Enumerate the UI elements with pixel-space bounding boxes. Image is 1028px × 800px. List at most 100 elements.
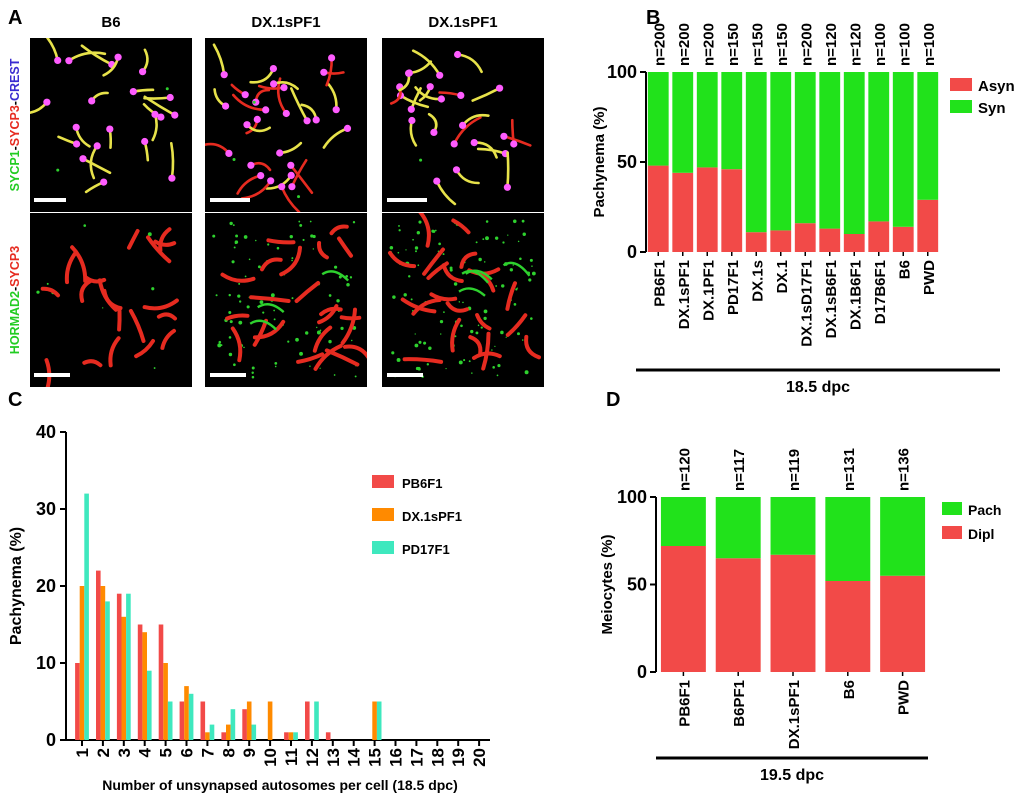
legend-swatch — [942, 526, 962, 539]
chromosome-axis — [451, 218, 471, 235]
micrograph-tile — [30, 213, 192, 387]
speckle — [231, 260, 235, 264]
speckle — [274, 362, 278, 365]
panel-label-a: A — [8, 7, 22, 29]
bar-asyn — [892, 226, 914, 252]
speckle — [251, 371, 254, 374]
speckle — [291, 259, 293, 262]
speckle — [396, 358, 401, 362]
y-axis-label: Pachynema (%) — [591, 107, 608, 218]
category-label: DX.1 — [774, 260, 791, 293]
speckle — [458, 360, 463, 365]
speckle — [291, 297, 294, 300]
centromere-dot — [436, 71, 444, 79]
chromosome-axis — [279, 245, 302, 277]
speckle — [151, 287, 155, 291]
centromere-dot — [151, 110, 159, 118]
x-tick-label: 10 — [261, 748, 280, 767]
speckle — [267, 243, 270, 246]
speckle — [251, 375, 255, 379]
centromere-dot — [303, 117, 311, 125]
n-label: n=200 — [798, 23, 815, 66]
micrograph-tile — [205, 213, 367, 387]
centromere-dot — [262, 106, 270, 114]
speckle — [312, 248, 315, 250]
centromere-dot — [433, 177, 441, 185]
chromosome-axis — [84, 275, 107, 284]
row-label-part: SYCP1 — [8, 150, 22, 191]
speckle — [512, 264, 514, 266]
speckle — [494, 236, 499, 240]
speckle — [492, 366, 495, 369]
chromosome-axis — [128, 309, 146, 343]
centromere-dot — [280, 84, 288, 92]
speckle — [299, 351, 303, 356]
speckle — [218, 340, 222, 344]
bar-pd17f1 — [230, 709, 236, 740]
speckle — [428, 346, 432, 350]
unsynapsed-axis — [257, 303, 285, 313]
chromosome-axis — [158, 227, 172, 253]
centromere-dot — [225, 149, 233, 157]
chromosome-axis — [340, 307, 357, 345]
chromosome-axis — [418, 213, 431, 248]
chromosome-axis — [411, 298, 442, 316]
legend-swatch — [950, 78, 972, 91]
speckle — [524, 370, 529, 375]
bar-pb6f1 — [200, 701, 206, 740]
n-label: n=120 — [847, 23, 864, 66]
category-label: DX.1B6F1 — [847, 260, 864, 330]
chromosome-axis — [402, 357, 444, 364]
speckle — [220, 344, 223, 347]
centromere-dot — [267, 177, 275, 185]
chromosome-axis — [220, 272, 256, 283]
bar-dipl — [715, 558, 761, 672]
chromosome-axis — [153, 239, 177, 247]
centromere-dot — [269, 65, 277, 73]
micrograph-tile — [205, 38, 367, 212]
x-tick-label: 9 — [240, 748, 259, 757]
unsynapsed-axis — [502, 261, 531, 277]
x-tick-label: 4 — [136, 747, 155, 757]
n-label: n=150 — [725, 23, 742, 66]
legend-label: Pach — [968, 502, 1001, 518]
centromere-dot — [450, 140, 458, 148]
speckle — [299, 223, 303, 227]
legend-swatch — [372, 541, 394, 554]
speckle — [497, 364, 501, 368]
speckle — [417, 264, 420, 267]
speckle — [475, 331, 479, 335]
x-axis-label: 18.5 dpc — [786, 379, 850, 396]
x-tick-label: 11 — [282, 748, 301, 766]
speckle — [408, 275, 411, 278]
centromere-dot — [106, 125, 114, 133]
category-label: PWD — [921, 260, 938, 295]
category-label: PB6F1 — [676, 680, 693, 727]
speckle — [302, 238, 305, 241]
chromosome-axis — [505, 281, 517, 311]
x-tick-label: 5 — [157, 748, 176, 757]
speckle — [328, 294, 332, 297]
speckle — [397, 251, 400, 254]
chromosome-axis — [422, 247, 445, 276]
chromosome-axis — [102, 288, 123, 311]
speckle — [233, 246, 236, 249]
speckle — [354, 375, 357, 378]
speckle — [414, 333, 416, 335]
panel-label-c: C — [8, 389, 22, 411]
legend-label: Syn — [978, 100, 1006, 117]
unsynapsed-axis — [458, 287, 486, 297]
chromosome-axis — [468, 335, 483, 356]
x-axis-label: 19.5 dpc — [760, 767, 824, 784]
speckle — [517, 332, 520, 336]
centromere-dot — [470, 139, 478, 147]
speckle — [485, 220, 489, 223]
centromere-dot — [408, 116, 416, 125]
speckle — [316, 326, 318, 329]
speckle — [449, 266, 453, 270]
debris — [165, 87, 169, 91]
centromere-dot — [222, 102, 230, 110]
speckle — [36, 290, 40, 294]
bar-syn — [794, 72, 816, 224]
speckle — [255, 239, 257, 242]
